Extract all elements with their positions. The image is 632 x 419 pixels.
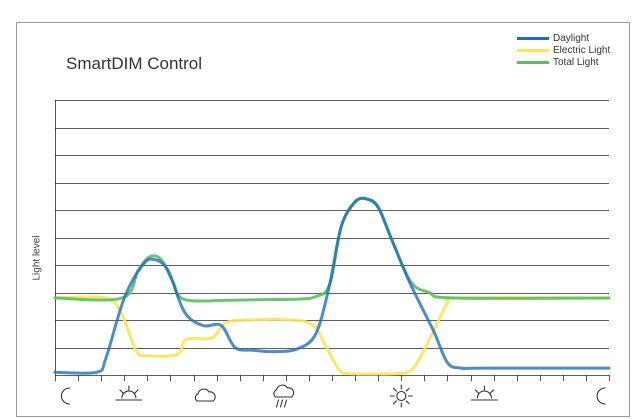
sun-icon xyxy=(389,384,413,408)
x-axis-icons xyxy=(61,384,606,408)
rain-cloud-icon xyxy=(273,384,295,408)
legend-swatch xyxy=(517,36,549,40)
sunset-icon xyxy=(470,385,498,401)
legend-label: Electric Light xyxy=(553,44,611,56)
legend-item: Electric Light xyxy=(517,44,610,56)
chart-title: SmartDIM Control xyxy=(66,54,203,73)
legend-label: Daylight xyxy=(553,32,590,44)
gridlines xyxy=(55,100,609,376)
series-line-electric-light xyxy=(53,295,611,376)
cloud-icon xyxy=(194,388,216,402)
moon-icon xyxy=(596,387,606,405)
x-axis xyxy=(55,375,610,381)
sunrise-icon xyxy=(115,385,143,401)
legend-item: Total Light xyxy=(517,56,610,68)
legend-label: Total Light xyxy=(553,56,599,68)
moon-icon xyxy=(61,387,71,405)
series-line-total-light xyxy=(53,196,611,303)
chart-legend: Daylight Electric Light Total Light xyxy=(517,32,610,68)
legend-swatch xyxy=(517,48,549,52)
legend-item: Daylight xyxy=(517,32,610,44)
series-lines xyxy=(53,196,611,376)
legend-swatch xyxy=(517,60,549,64)
series-line-daylight xyxy=(53,196,611,375)
chart-frame xyxy=(16,22,630,417)
